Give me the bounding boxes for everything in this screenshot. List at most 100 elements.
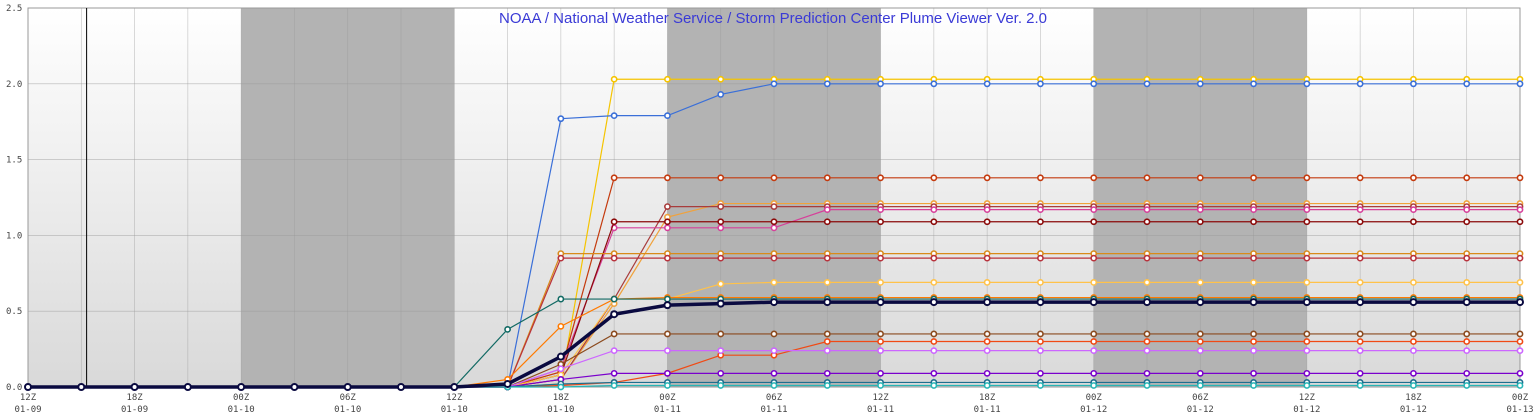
data-point[interactable] — [1516, 298, 1524, 307]
data-point[interactable] — [1303, 347, 1311, 355]
data-point[interactable] — [557, 322, 565, 330]
data-point[interactable] — [610, 254, 618, 262]
data-point[interactable] — [1090, 330, 1098, 338]
data-point[interactable] — [1250, 369, 1257, 377]
data-point[interactable] — [610, 347, 618, 355]
data-point[interactable] — [1356, 254, 1364, 262]
data-point[interactable] — [1143, 174, 1151, 182]
data-point[interactable] — [1356, 382, 1364, 389]
data-point[interactable] — [1143, 330, 1151, 338]
data-point[interactable] — [1356, 369, 1364, 377]
data-point[interactable] — [450, 383, 459, 391]
data-point[interactable] — [717, 280, 725, 288]
data-point[interactable] — [557, 295, 565, 303]
data-point[interactable] — [664, 254, 671, 262]
data-point[interactable] — [1303, 80, 1311, 88]
data-point[interactable] — [1037, 338, 1044, 345]
data-point[interactable] — [1250, 174, 1257, 182]
data-point[interactable] — [983, 80, 991, 88]
data-point[interactable] — [717, 369, 725, 377]
data-point[interactable] — [717, 75, 725, 83]
data-point[interactable] — [1143, 382, 1151, 389]
data-point[interactable] — [1037, 218, 1044, 226]
data-point[interactable] — [930, 330, 938, 338]
data-point[interactable] — [610, 382, 618, 389]
data-point[interactable] — [557, 383, 565, 391]
data-point[interactable] — [1037, 174, 1044, 182]
data-point[interactable] — [770, 254, 778, 262]
data-point[interactable] — [503, 379, 512, 388]
data-point[interactable] — [877, 80, 884, 88]
data-point[interactable] — [1090, 206, 1098, 214]
data-point[interactable] — [290, 383, 299, 391]
data-point[interactable] — [1516, 218, 1524, 226]
data-point[interactable] — [1463, 174, 1471, 182]
data-point[interactable] — [1196, 174, 1204, 182]
data-point[interactable] — [1303, 382, 1311, 389]
data-point[interactable] — [930, 347, 938, 355]
data-point[interactable] — [877, 218, 884, 226]
data-point[interactable] — [1250, 218, 1257, 226]
data-point[interactable] — [823, 347, 831, 355]
data-point[interactable] — [1196, 382, 1204, 389]
data-point[interactable] — [983, 206, 991, 214]
data-point[interactable] — [930, 278, 938, 286]
data-point[interactable] — [1302, 298, 1311, 307]
data-point[interactable] — [717, 174, 725, 182]
data-point[interactable] — [770, 224, 778, 232]
data-point[interactable] — [1090, 338, 1098, 345]
data-point[interactable] — [1250, 278, 1257, 286]
data-point[interactable] — [1250, 382, 1257, 389]
data-point[interactable] — [877, 338, 884, 345]
data-point[interactable] — [557, 365, 565, 373]
data-point[interactable] — [1143, 298, 1151, 307]
data-point[interactable] — [1410, 338, 1417, 345]
data-point[interactable] — [770, 278, 778, 286]
data-point[interactable] — [130, 383, 139, 391]
data-point[interactable] — [930, 80, 938, 88]
data-point[interactable] — [770, 174, 778, 182]
data-point[interactable] — [1516, 174, 1524, 182]
data-point[interactable] — [1090, 369, 1098, 377]
data-point[interactable] — [877, 369, 884, 377]
data-point[interactable] — [1303, 218, 1311, 226]
data-point[interactable] — [1196, 330, 1204, 338]
data-point[interactable] — [1143, 347, 1151, 355]
data-point[interactable] — [1196, 218, 1204, 226]
data-point[interactable] — [663, 301, 672, 310]
data-point[interactable] — [1250, 206, 1257, 214]
data-point[interactable] — [1463, 347, 1471, 355]
data-point[interactable] — [983, 218, 991, 226]
data-point[interactable] — [930, 382, 938, 389]
data-point[interactable] — [1250, 347, 1257, 355]
data-point[interactable] — [983, 338, 991, 345]
data-point[interactable] — [1196, 338, 1204, 345]
data-point[interactable] — [664, 203, 671, 210]
data-point[interactable] — [1463, 218, 1471, 226]
data-point[interactable] — [1090, 80, 1098, 88]
data-point[interactable] — [1250, 338, 1257, 345]
data-point[interactable] — [823, 254, 831, 262]
data-point[interactable] — [1516, 338, 1524, 345]
data-point[interactable] — [1356, 218, 1364, 226]
data-point[interactable] — [1143, 369, 1151, 377]
data-point[interactable] — [1196, 206, 1204, 214]
data-point[interactable] — [1463, 338, 1471, 345]
data-point[interactable] — [1303, 278, 1311, 286]
data-point[interactable] — [610, 330, 618, 338]
data-point[interactable] — [1090, 347, 1098, 355]
data-point[interactable] — [823, 298, 832, 307]
data-point[interactable] — [1516, 369, 1524, 377]
data-point[interactable] — [823, 330, 831, 338]
data-point[interactable] — [1463, 369, 1471, 377]
data-point[interactable] — [1249, 298, 1258, 307]
data-point[interactable] — [557, 254, 565, 262]
data-point[interactable] — [877, 347, 884, 355]
data-point[interactable] — [983, 278, 991, 286]
data-point[interactable] — [1410, 80, 1417, 88]
data-point[interactable] — [1410, 278, 1417, 286]
data-point[interactable] — [664, 330, 671, 338]
data-point[interactable] — [1196, 278, 1204, 286]
data-point[interactable] — [1090, 174, 1098, 182]
data-point[interactable] — [1356, 80, 1364, 88]
